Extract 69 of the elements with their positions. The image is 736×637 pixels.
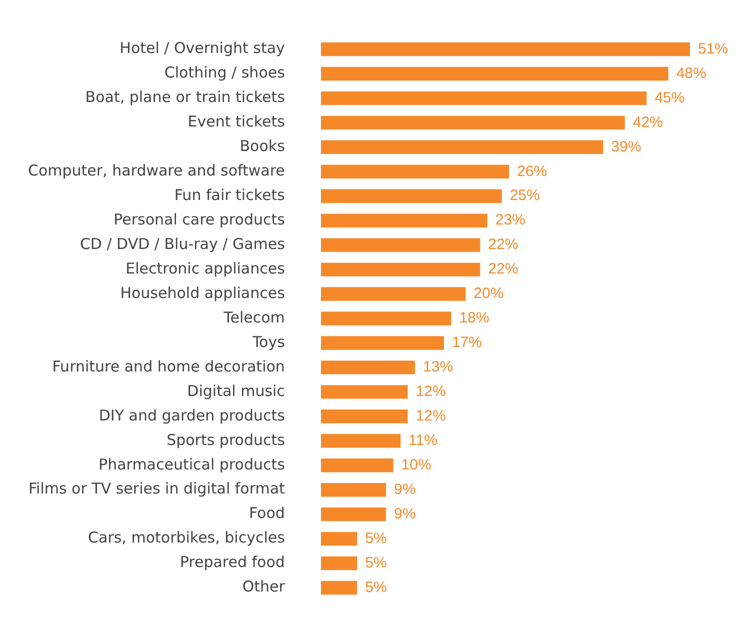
bar bbox=[320, 434, 401, 448]
data-label: 5% bbox=[365, 554, 387, 572]
bar bbox=[320, 66, 668, 81]
bar bbox=[320, 164, 510, 178]
data-label: 5% bbox=[365, 530, 387, 547]
data-label: 17% bbox=[452, 334, 482, 352]
data-label: 13% bbox=[423, 358, 454, 376]
data-label: 18% bbox=[459, 310, 490, 327]
data-label: 5% bbox=[365, 578, 387, 596]
y-tick-label: Books bbox=[240, 137, 286, 156]
y-tick-label: Electronic appliances bbox=[126, 259, 286, 278]
y-tick-label: Other bbox=[242, 578, 286, 596]
bar bbox=[320, 262, 480, 276]
y-tick-label: Hotel / Overnight stay bbox=[120, 39, 286, 58]
bar bbox=[320, 458, 394, 472]
y-tick-label: Toys bbox=[251, 332, 286, 351]
y-tick-label: CD / DVD / Blu-ray / Games bbox=[80, 234, 286, 253]
bar bbox=[320, 385, 408, 399]
y-tick-label: Prepared food bbox=[180, 553, 285, 572]
y-tick-label: Food bbox=[248, 504, 285, 522]
data-label: 9% bbox=[394, 480, 416, 498]
data-label: 22% bbox=[488, 236, 518, 254]
data-label: 45% bbox=[654, 89, 685, 106]
y-tick-label: Sports products bbox=[166, 430, 286, 449]
bar bbox=[320, 189, 502, 203]
y-tick-label: Furniture and home decoration bbox=[52, 357, 285, 376]
data-label: 39% bbox=[611, 138, 642, 156]
bar bbox=[320, 482, 386, 497]
data-label: 20% bbox=[474, 285, 504, 302]
bar bbox=[320, 556, 358, 570]
data-label: 22% bbox=[488, 260, 518, 278]
y-tick-label: Telecom bbox=[222, 308, 285, 326]
bar bbox=[320, 238, 480, 252]
y-tick-label: Digital music bbox=[187, 382, 285, 400]
y-tick-label: Household appliances bbox=[120, 284, 286, 302]
bar bbox=[320, 116, 625, 130]
bar bbox=[320, 580, 358, 595]
bar bbox=[320, 336, 444, 350]
y-tick-label: Clothing / shoes bbox=[164, 64, 286, 82]
y-tick-label: Boat, plane or train tickets bbox=[85, 88, 286, 106]
data-label: 12% bbox=[416, 383, 446, 400]
y-tick-label: Fun fair tickets bbox=[174, 186, 286, 204]
bar bbox=[320, 360, 416, 374]
data-label: 42% bbox=[632, 114, 663, 131]
bar bbox=[320, 287, 466, 301]
data-label: 11% bbox=[408, 432, 438, 450]
data-label: 48% bbox=[676, 64, 706, 82]
bar bbox=[320, 42, 690, 56]
data-label: 9% bbox=[394, 505, 416, 522]
y-tick-label: DIY and garden products bbox=[98, 406, 286, 424]
data-label: 51% bbox=[698, 40, 728, 58]
bar bbox=[320, 312, 452, 326]
data-label: 26% bbox=[517, 162, 548, 180]
bar bbox=[320, 91, 647, 106]
y-tick-label: Computer, hardware and software bbox=[28, 162, 285, 180]
y-tick-label: Films or TV series in digital format bbox=[28, 480, 286, 498]
y-tick-label: Pharmaceutical products bbox=[98, 455, 286, 474]
bar bbox=[320, 140, 604, 154]
data-label: 23% bbox=[495, 212, 526, 229]
data-label: 10% bbox=[401, 456, 432, 474]
y-tick-label: Personal care products bbox=[114, 210, 286, 228]
bar bbox=[320, 532, 358, 546]
bar bbox=[320, 214, 488, 228]
y-tick-label: Event tickets bbox=[188, 112, 286, 131]
bar bbox=[320, 507, 386, 522]
bar bbox=[320, 410, 408, 424]
data-label: 12% bbox=[416, 408, 446, 425]
data-label: 25% bbox=[510, 187, 540, 204]
y-tick-label: Cars, motorbikes, bicycles bbox=[88, 528, 286, 547]
